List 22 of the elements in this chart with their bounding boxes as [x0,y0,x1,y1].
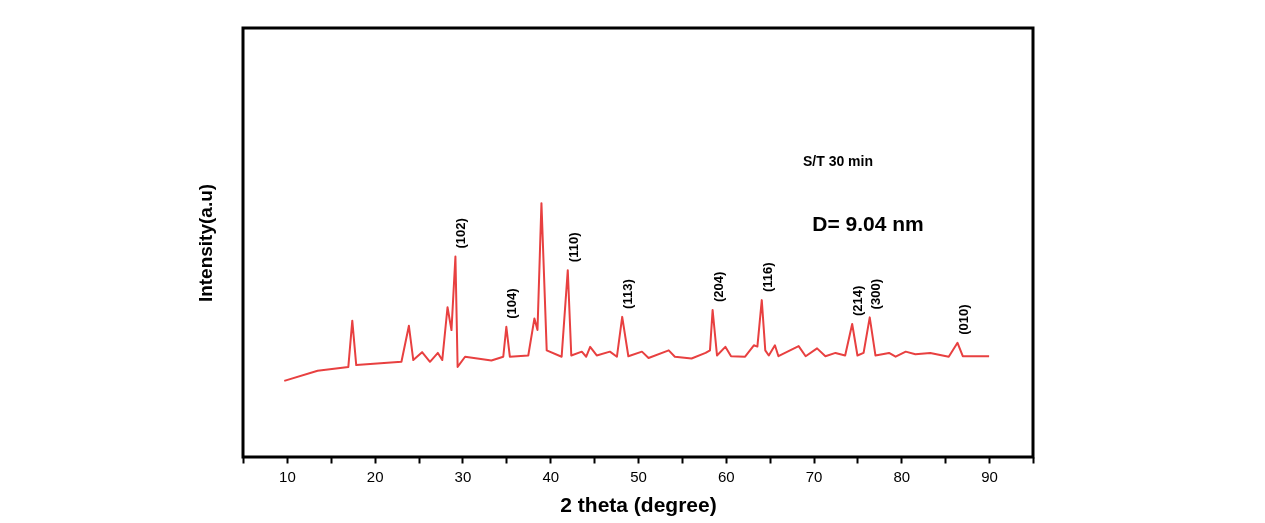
x-axis-title: 2 theta (degree) [560,492,717,516]
y-axis-title: Intensity(a.u) [194,183,216,303]
x-tick-label: 60 [717,467,735,485]
annotation: D= 9.04 nm [812,212,924,235]
x-tick-label: 40 [542,467,560,485]
annotation: (113) [620,279,636,309]
annotation: (204) [710,271,726,303]
annotation: (300) [867,279,883,310]
annotation: (116) [759,262,775,293]
x-tick-label: 90 [981,467,998,485]
x-tick-label: 70 [805,467,823,485]
x-tick-label: 80 [893,467,911,485]
annotation: (102) [453,218,469,249]
text: S/T 30 min [802,153,874,169]
x-tick-label: 20 [366,467,384,485]
x-tick-label: 30 [454,467,472,485]
x-tick-label: 50 [630,467,647,485]
annotation: (104) [504,288,520,319]
annotation: (110) [565,232,581,263]
annotation: (214) [850,285,866,316]
x-tick-label: 10 [279,467,296,485]
annotation: (010) [955,304,971,335]
